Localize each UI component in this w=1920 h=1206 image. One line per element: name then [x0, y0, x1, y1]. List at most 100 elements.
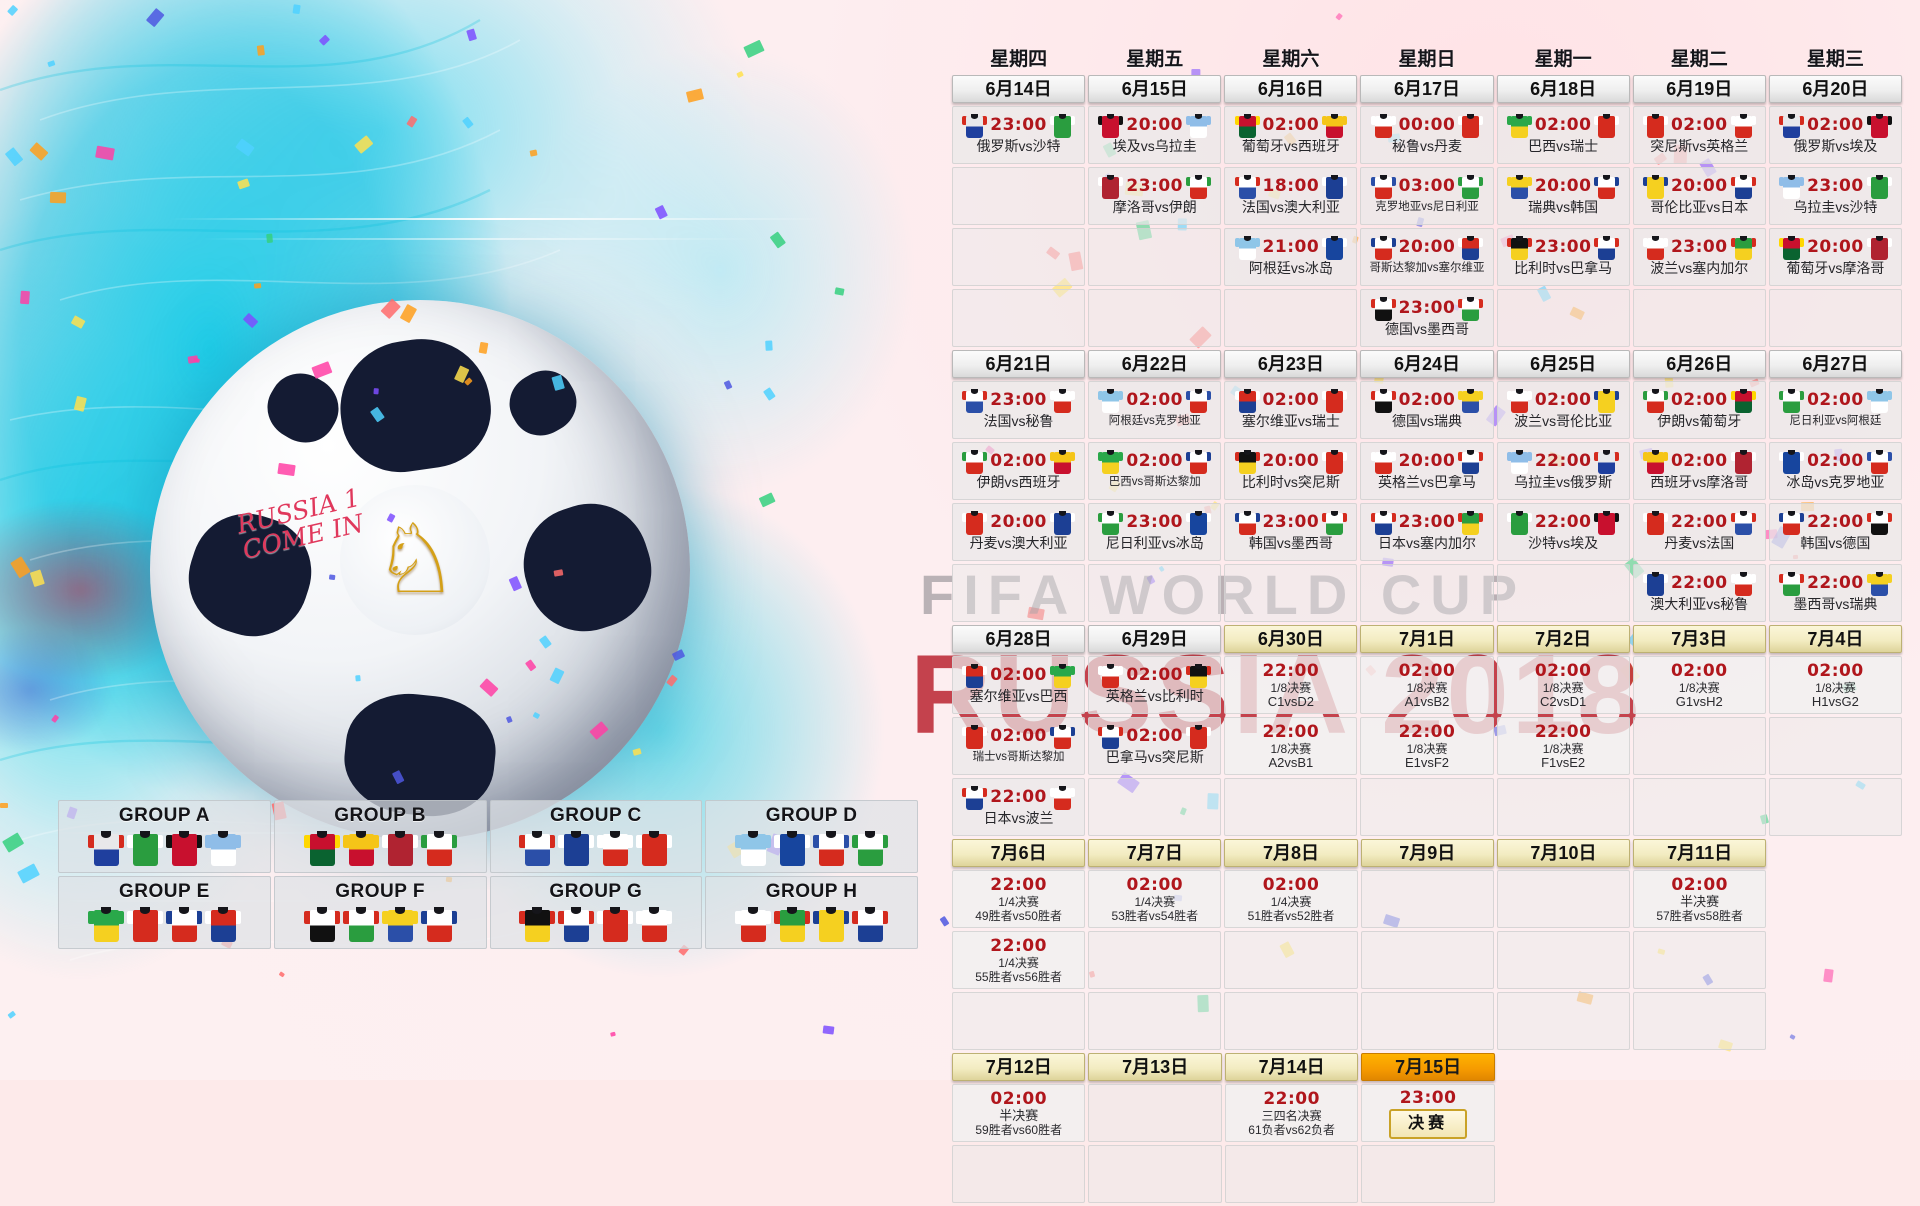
knockout-match-cell[interactable]: 02:00 1/4决赛 53胜者vs54胜者 — [1088, 870, 1222, 928]
knockout-match-cell[interactable]: 02:00 1/8决赛 A1vsB2 — [1360, 656, 1494, 714]
match-cell[interactable]: 23:00 波兰vs塞内加尔 — [1632, 228, 1766, 286]
match-cell[interactable]: 22:00 乌拉圭vs俄罗斯 — [1496, 442, 1630, 500]
match-cell[interactable]: 02:00 冰岛vs克罗地亚 — [1768, 442, 1902, 500]
knockout-match-cell[interactable]: 02:00 1/8决赛 G1vsH2 — [1632, 656, 1766, 714]
match-cell[interactable]: 23:00 比利时vs巴拿马 — [1496, 228, 1630, 286]
match-cell[interactable]: 22:00 丹麦vs法国 — [1632, 503, 1766, 561]
date-header[interactable]: 7月2日 — [1496, 625, 1630, 653]
match-cell[interactable]: 23:00 摩洛哥vs伊朗 — [1088, 167, 1222, 225]
date-header[interactable]: 6月18日 — [1496, 75, 1630, 103]
knockout-match-cell[interactable]: 22:00 1/8决赛 A2vsB1 — [1224, 717, 1358, 775]
match-cell[interactable]: 02:00 塞尔维亚vs巴西 — [952, 656, 1086, 714]
match-cell[interactable]: 22:00 韩国vs德国 — [1768, 503, 1902, 561]
date-header[interactable]: 7月12日 — [952, 1053, 1086, 1081]
date-header[interactable]: 6月30日 — [1224, 625, 1358, 653]
knockout-match-cell[interactable]: 02:00 1/8决赛 C2vsD1 — [1496, 656, 1630, 714]
date-header[interactable]: 7月7日 — [1088, 839, 1222, 867]
group-box-f[interactable]: GROUP F — [273, 876, 487, 949]
match-cell[interactable]: 02:00 巴西vs哥斯达黎加 — [1088, 442, 1222, 500]
match-cell[interactable]: 02:00 阿根廷vs克罗地亚 — [1088, 381, 1222, 439]
date-header[interactable]: 7月11日 — [1633, 839, 1767, 867]
date-header[interactable]: 6月20日 — [1768, 75, 1902, 103]
date-header[interactable]: 7月14日 — [1224, 1053, 1359, 1081]
knockout-match-cell[interactable]: 02:00 1/8决赛 H1vsG2 — [1768, 656, 1902, 714]
knockout-match-cell[interactable]: 22:00 1/4决赛 49胜者vs50胜者 — [952, 870, 1086, 928]
date-header[interactable]: 6月17日 — [1360, 75, 1494, 103]
group-box-c[interactable]: GROUP C — [489, 800, 703, 873]
date-header[interactable]: 7月8日 — [1224, 839, 1358, 867]
date-header[interactable]: 6月27日 — [1768, 350, 1902, 378]
date-header[interactable]: 7月9日 — [1360, 839, 1494, 867]
group-box-b[interactable]: GROUP B — [273, 800, 487, 873]
knockout-match-cell[interactable]: 22:00 1/8决赛 E1vsF2 — [1360, 717, 1494, 775]
knockout-match-cell[interactable]: 02:00 1/4决赛 51胜者vs52胜者 — [1224, 870, 1358, 928]
date-header[interactable]: 6月22日 — [1088, 350, 1222, 378]
date-header[interactable]: 7月10日 — [1496, 839, 1631, 867]
match-cell[interactable]: 02:00 俄罗斯vs埃及 — [1768, 106, 1902, 164]
match-cell[interactable]: 20:00 英格兰vs巴拿马 — [1360, 442, 1494, 500]
match-cell[interactable]: 02:00 英格兰vs比利时 — [1088, 656, 1222, 714]
date-header[interactable]: 7月1日 — [1360, 625, 1494, 653]
date-header[interactable]: 7月4日 — [1768, 625, 1902, 653]
match-cell[interactable]: 20:00 哥斯达黎加vs塞尔维亚 — [1360, 228, 1494, 286]
match-cell[interactable]: 20:00 葡萄牙vs摩洛哥 — [1768, 228, 1902, 286]
match-cell[interactable]: 18:00 法国vs澳大利亚 — [1224, 167, 1358, 225]
knockout-match-cell[interactable]: 02:00 半决赛 57胜者vs58胜者 — [1633, 870, 1767, 928]
date-header[interactable]: 6月29日 — [1088, 625, 1222, 653]
match-cell[interactable]: 23:00 乌拉圭vs沙特 — [1768, 167, 1902, 225]
group-box-e[interactable]: GROUP E — [58, 876, 271, 949]
group-box-g[interactable]: GROUP G — [489, 876, 703, 949]
match-cell[interactable]: 02:00 突尼斯vs英格兰 — [1632, 106, 1766, 164]
knockout-match-cell[interactable]: 22:00 1/8决赛 C1vsD2 — [1224, 656, 1358, 714]
match-cell[interactable]: 02:00 伊朗vs西班牙 — [952, 442, 1086, 500]
date-header[interactable]: 6月28日 — [952, 625, 1086, 653]
match-cell[interactable]: 02:00 西班牙vs摩洛哥 — [1632, 442, 1766, 500]
match-cell[interactable]: 22:00 澳大利亚vs秘鲁 — [1632, 564, 1766, 622]
date-header[interactable]: 6月24日 — [1360, 350, 1494, 378]
date-header[interactable]: 7月6日 — [952, 839, 1086, 867]
match-cell[interactable]: 23:00 德国vs墨西哥 — [1360, 289, 1494, 347]
match-cell[interactable]: 02:00 伊朗vs葡萄牙 — [1632, 381, 1766, 439]
knockout-match-cell[interactable]: 22:00 1/8决赛 F1vsE2 — [1496, 717, 1630, 775]
match-cell[interactable]: 02:00 塞尔维亚vs瑞士 — [1224, 381, 1358, 439]
match-cell[interactable]: 22:00 墨西哥vs瑞典 — [1768, 564, 1902, 622]
date-header[interactable]: 6月19日 — [1632, 75, 1766, 103]
final-match-cell[interactable]: 23:00 决赛 — [1361, 1084, 1495, 1142]
group-box-a[interactable]: GROUP A — [58, 800, 271, 873]
match-cell[interactable]: 02:00 瑞士vs哥斯达黎加 — [952, 717, 1086, 775]
match-cell[interactable]: 02:00 巴拿马vs突尼斯 — [1088, 717, 1222, 775]
date-header[interactable]: 7月3日 — [1632, 625, 1766, 653]
match-cell[interactable]: 03:00 克罗地亚vs尼日利亚 — [1360, 167, 1494, 225]
match-cell[interactable]: 00:00 秘鲁vs丹麦 — [1360, 106, 1494, 164]
match-cell[interactable]: 02:00 巴西vs瑞士 — [1496, 106, 1630, 164]
match-cell[interactable]: 23:00 俄罗斯vs沙特 — [952, 106, 1086, 164]
knockout-match-cell[interactable]: 22:00 1/4决赛 55胜者vs56胜者 — [952, 931, 1086, 989]
match-cell[interactable]: 20:00 哥伦比亚vs日本 — [1632, 167, 1766, 225]
date-header[interactable]: 6月26日 — [1632, 350, 1766, 378]
match-cell[interactable]: 20:00 比利时vs突尼斯 — [1224, 442, 1358, 500]
group-box-h[interactable]: GROUP H — [705, 876, 918, 949]
date-header[interactable]: 6月16日 — [1224, 75, 1358, 103]
match-cell[interactable]: 20:00 瑞典vs韩国 — [1496, 167, 1630, 225]
match-cell[interactable]: 02:00 德国vs瑞典 — [1360, 381, 1494, 439]
match-cell[interactable]: 20:00 丹麦vs澳大利亚 — [952, 503, 1086, 561]
match-cell[interactable]: 20:00 埃及vs乌拉圭 — [1088, 106, 1222, 164]
match-cell[interactable]: 23:00 尼日利亚vs冰岛 — [1088, 503, 1222, 561]
date-header[interactable]: 6月25日 — [1496, 350, 1630, 378]
match-cell[interactable]: 21:00 阿根廷vs冰岛 — [1224, 228, 1358, 286]
match-cell[interactable]: 02:00 葡萄牙vs西班牙 — [1224, 106, 1358, 164]
knockout-match-cell[interactable]: 02:00 半决赛 59胜者vs60胜者 — [952, 1084, 1086, 1142]
date-header[interactable]: 7月15日 — [1361, 1053, 1495, 1081]
group-box-d[interactable]: GROUP D — [705, 800, 918, 873]
date-header[interactable]: 6月14日 — [952, 75, 1086, 103]
match-cell[interactable]: 23:00 日本vs塞内加尔 — [1360, 503, 1494, 561]
date-header[interactable]: 6月15日 — [1088, 75, 1222, 103]
match-cell[interactable]: 22:00 沙特vs埃及 — [1496, 503, 1630, 561]
match-cell[interactable]: 02:00 尼日利亚vs阿根廷 — [1768, 381, 1902, 439]
match-cell[interactable]: 02:00 波兰vs哥伦比亚 — [1496, 381, 1630, 439]
match-cell[interactable]: 23:00 韩国vs墨西哥 — [1224, 503, 1358, 561]
date-header[interactable]: 6月21日 — [952, 350, 1086, 378]
match-cell[interactable]: 22:00 日本vs波兰 — [952, 778, 1086, 836]
knockout-match-cell[interactable]: 22:00 三四名决赛 61负者vs62负者 — [1224, 1084, 1359, 1142]
match-cell[interactable]: 23:00 法国vs秘鲁 — [952, 381, 1086, 439]
